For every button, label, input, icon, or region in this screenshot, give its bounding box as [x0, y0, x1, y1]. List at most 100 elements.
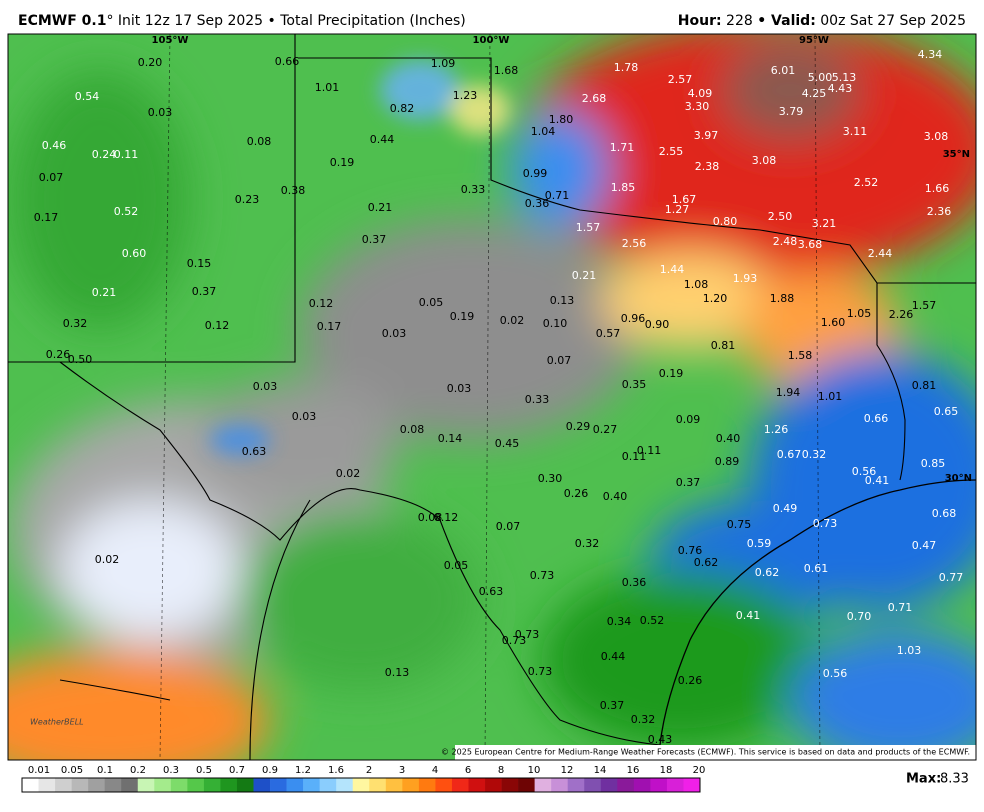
value-label: 0.19 — [659, 367, 684, 380]
value-label: 0.41 — [865, 474, 890, 487]
value-label: 0.02 — [336, 467, 361, 480]
grid-label: 105°W — [152, 35, 189, 46]
legend-tick: 0.2 — [130, 765, 146, 776]
value-label: 0.41 — [736, 609, 761, 622]
color-swatch — [154, 778, 172, 792]
value-label: 2.38 — [695, 160, 720, 173]
copyright-bg — [455, 745, 976, 760]
value-label: 0.11 — [114, 148, 139, 161]
model: ECMWF 0.1 — [18, 13, 106, 29]
value-label: 0.90 — [645, 318, 670, 331]
legend-tick: 14 — [594, 765, 607, 776]
value-label: 0.17 — [317, 320, 342, 333]
value-label: 0.35 — [622, 378, 647, 391]
value-label: 1.20 — [703, 292, 728, 305]
borders — [8, 34, 976, 760]
color-swatch — [286, 778, 304, 792]
value-label: 0.46 — [42, 139, 67, 152]
value-label: 0.47 — [912, 539, 937, 552]
value-label: 0.37 — [192, 285, 217, 298]
value-label: 0.26 — [564, 487, 589, 500]
value-label: 3.97 — [694, 129, 719, 142]
value-label: 0.57 — [596, 327, 621, 340]
value-label: 0.32 — [802, 448, 827, 461]
value-label: 0.63 — [479, 585, 504, 598]
value-label: 0.82 — [390, 102, 415, 115]
legend-frame — [21, 777, 701, 793]
value-label: 0.56 — [852, 465, 877, 478]
legend-tick: 16 — [627, 765, 640, 776]
value-label: 0.36 — [525, 197, 550, 210]
value-label: 0.99 — [523, 167, 548, 180]
value-label: 3.21 — [812, 217, 837, 230]
value-label: 0.44 — [370, 133, 395, 146]
value-label: 1.27 — [665, 203, 690, 216]
value-label: 0.33 — [525, 393, 550, 406]
value-label: 0.65 — [934, 405, 959, 418]
grid-label: 95°W — [799, 35, 829, 46]
copyright: © 2025 European Centre for Medium-Range … — [441, 748, 970, 757]
color-swatch — [55, 778, 72, 792]
value-label: 1.44 — [660, 263, 685, 276]
value-label: 0.29 — [566, 420, 591, 433]
value-label: 0.08 — [247, 135, 272, 148]
color-swatch — [584, 778, 602, 792]
value-label: 1.26 — [764, 423, 789, 436]
header-valid: Hour: 228 • Valid: 00z Sat 27 Sep 2025 — [678, 13, 966, 29]
value-label: 0.03 — [292, 410, 317, 423]
color-swatch — [683, 778, 701, 792]
max-label: Max: — [906, 772, 941, 787]
value-label: 3.68 — [798, 238, 823, 251]
value-label: 0.75 — [727, 518, 752, 531]
value-label: 0.03 — [382, 327, 407, 340]
value-label: 0.30 — [538, 472, 563, 485]
value-label: 3.79 — [779, 105, 804, 118]
value-label: 1.85 — [611, 181, 636, 194]
value-label: 0.24 — [92, 148, 117, 161]
color-swatch — [650, 778, 668, 792]
value-label: 0.71 — [888, 601, 913, 614]
value-label: 2.52 — [854, 176, 879, 189]
value-label: 0.12 — [434, 511, 459, 524]
value-label: 0.52 — [640, 614, 665, 627]
value-label: 0.07 — [547, 354, 572, 367]
color-swatch — [336, 778, 354, 792]
value-label: 1.01 — [818, 390, 843, 403]
color-swatch — [501, 778, 519, 792]
color-swatch — [71, 778, 89, 792]
value-label: 0.62 — [694, 556, 719, 569]
value-label: 5.00 — [808, 71, 833, 84]
value-label: 2.50 — [768, 210, 793, 223]
value-label: 0.66 — [864, 412, 889, 425]
grid-label: 35°N — [943, 149, 970, 160]
value-label: 0.09 — [676, 413, 701, 426]
color-swatch — [534, 778, 552, 792]
legend-tick: 6 — [465, 765, 471, 776]
value-label: 0.50 — [68, 353, 93, 366]
map-frame — [7, 33, 977, 761]
value-label: 0.71 — [545, 189, 570, 202]
legend-tick: 2 — [366, 765, 372, 776]
value-label: 1.23 — [453, 89, 478, 102]
value-label: 1.57 — [576, 221, 601, 234]
color-swatch — [319, 778, 337, 792]
color-swatch — [253, 778, 271, 792]
value-label: 0.85 — [921, 457, 946, 470]
value-label: 2.55 — [659, 145, 684, 158]
value-label: 0.13 — [385, 666, 410, 679]
color-swatch — [451, 778, 469, 792]
color-swatch — [369, 778, 387, 792]
run: ° Init 12z 17 Sep 2025 • Total Precipita… — [106, 13, 465, 29]
value-label: 0.11 — [637, 444, 662, 457]
color-swatch — [468, 778, 486, 792]
value-label: 0.59 — [747, 537, 772, 550]
color-swatch — [121, 778, 139, 792]
value-label: 1.04 — [531, 125, 556, 138]
value-label: 1.93 — [733, 272, 758, 285]
value-label: 1.68 — [494, 64, 519, 77]
value-label: 0.11 — [622, 450, 647, 463]
value-label: 0.73 — [515, 628, 540, 641]
value-label: 0.70 — [847, 610, 872, 623]
value-label: 0.77 — [939, 571, 964, 584]
